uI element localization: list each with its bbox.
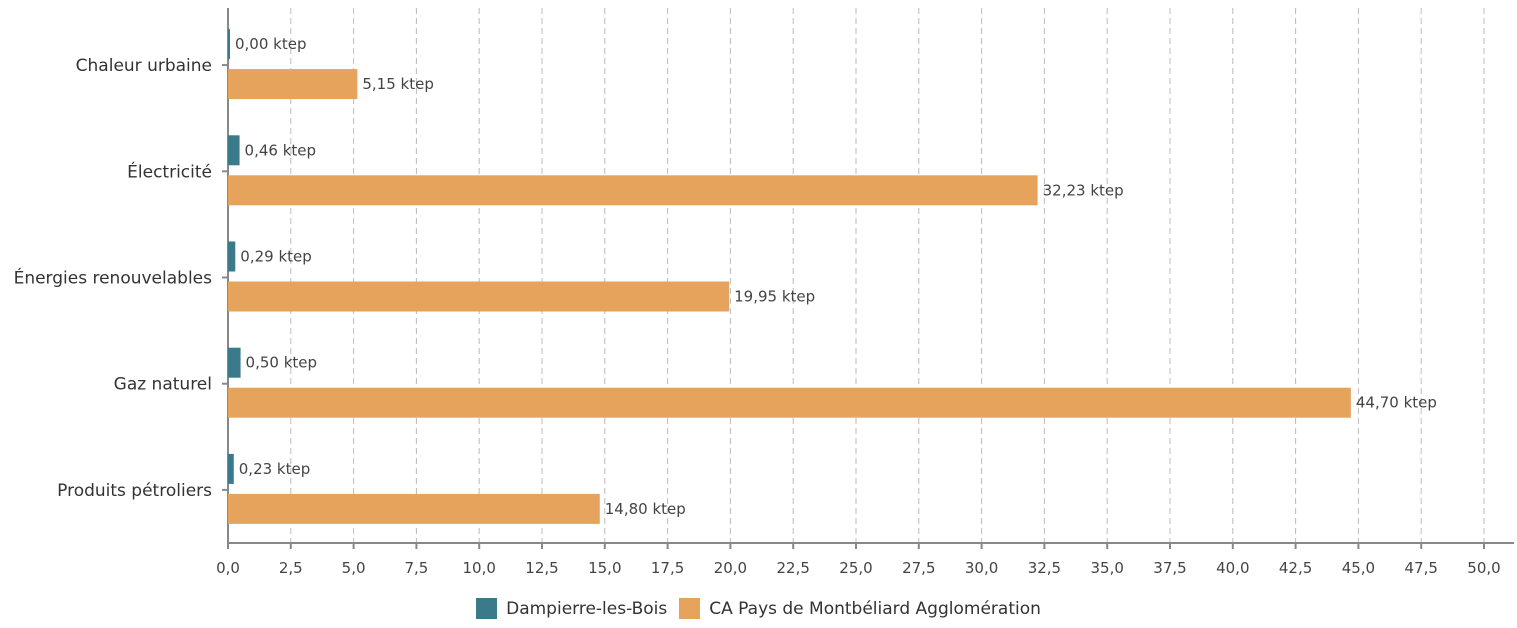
x-tick-label: 7,5 [404,559,428,577]
category-label: Énergies renouvelables [14,267,213,289]
category-label: Gaz naturel [114,375,212,395]
x-tick-label: 17,5 [651,559,684,577]
legend-label-series-1: Dampierre-les-Bois [506,598,668,619]
x-tick-label: 50,0 [1467,559,1500,577]
data-label: 0,29 ktep [240,248,311,266]
legend-swatch-series-1 [476,598,498,619]
x-tick-label: 20,0 [714,559,747,577]
x-tick-label: 30,0 [965,559,998,577]
legend-item-series-1: Dampierre-les-Bois [476,598,667,619]
x-tick-label: 40,0 [1216,559,1249,577]
bar-dampierre [228,453,234,484]
x-tick-label: 5,0 [342,559,366,577]
bar-dampierre [228,347,241,378]
bar-agglomeration [228,281,730,312]
data-label: 44,70 ktep [1356,394,1437,412]
x-tick-label: 25,0 [839,559,872,577]
x-tick-label: 45,0 [1342,559,1375,577]
x-tick-label: 2,5 [279,559,303,577]
x-tick-label: 22,5 [776,559,809,577]
x-tick-label: 10,0 [462,559,495,577]
bar-dampierre [228,241,236,272]
data-label: 0,23 ktep [239,460,310,478]
x-tick-label: 15,0 [588,559,621,577]
x-tick-label: 42,5 [1279,559,1312,577]
x-tick-label: 47,5 [1404,559,1437,577]
data-label: 14,80 ktep [605,500,686,518]
x-tick-label: 37,5 [1153,559,1186,577]
bar-agglomeration [228,175,1038,206]
bar-dampierre [228,29,230,60]
legend-swatch-series-2 [679,598,701,619]
data-label: 0,00 ktep [235,35,306,53]
legend-item-series-2: CA Pays de Montbéliard Agglomération [679,598,1041,619]
legend: Dampierre-les-Bois CA Pays de Montbéliar… [0,598,1517,619]
data-label: 19,95 ktep [734,288,815,306]
x-tick-label: 27,5 [902,559,935,577]
category-label: Électricité [127,160,212,182]
data-label: 5,15 ktep [362,75,433,93]
x-tick-label: 12,5 [525,559,558,577]
bar-agglomeration [228,69,358,100]
bar-dampierre [228,135,240,166]
data-label: 32,23 ktep [1043,181,1124,199]
bar-agglomeration [228,387,1351,418]
category-label: Produits pétroliers [57,481,212,501]
x-tick-label: 35,0 [1090,559,1123,577]
data-label: 0,50 ktep [246,354,317,372]
data-label: 0,46 ktep [245,141,316,159]
legend-label-series-2: CA Pays de Montbéliard Agglomération [709,598,1041,619]
bar-agglomeration [228,493,600,524]
x-tick-label: 0,0 [216,559,240,577]
x-tick-label: 32,5 [1028,559,1061,577]
category-label: Chaleur urbaine [76,56,212,76]
bar-chart: 0,0 2,5 5,0 7,5 10,0 12,5 15,0 17,5 20,0 22,5 25,0… [14,8,1514,577]
